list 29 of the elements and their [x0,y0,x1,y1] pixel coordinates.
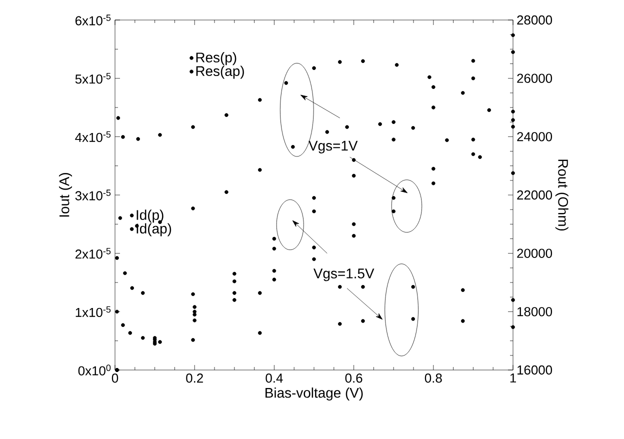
annotation: Vgs=1V [308,140,358,154]
y2-tick-label: 24000 [517,132,552,142]
y-tick-label: 2x10$^{-5}$ [75,248,111,259]
y-tick-label: 5x10$^{-5}$ [75,72,111,84]
x-tick-label: 0.2 [186,374,203,383]
y-tick-label: 3x10$^{-5}$ [75,190,111,200]
legend-label: Id(p) [136,210,164,223]
annotation: Vgs=1.5V [313,268,374,282]
y2-tick-label: 18000 [518,307,552,316]
y-axis-title: Iout (A) [59,173,72,217]
x-tick-label: 0.6 [345,374,362,383]
y2-tick-label: 26000 [517,74,552,83]
legend-label: Id(ap) [136,223,172,236]
x-axis-title: Bias-voltage (V) [266,388,363,401]
y2-tick-label: 16000 [518,365,552,375]
y-tick-label: 0x10$^{0}$ [78,364,111,376]
x-tick-label: 1 [510,374,516,382]
legend-label: Res(p) [196,52,236,66]
legend-label: Res(ap) [196,66,244,79]
y2-tick-label: 20000 [517,248,552,258]
x-tick-label: 0.8 [424,374,442,383]
x-tick-label: 0.4 [266,374,283,383]
y2-axis-title: Rout (Ohm) [555,160,568,231]
y2-tick-label: 22000 [517,190,552,200]
y2-tick-label: 28000 [517,15,552,25]
y-tick-label: 6x10$^{-5}$ [75,14,111,26]
y-tick-label: 4x10$^{-5}$ [75,131,111,142]
x-tick-label: 0 [112,374,118,383]
y-tick-label: 1x10$^{-5}$ [76,306,111,318]
